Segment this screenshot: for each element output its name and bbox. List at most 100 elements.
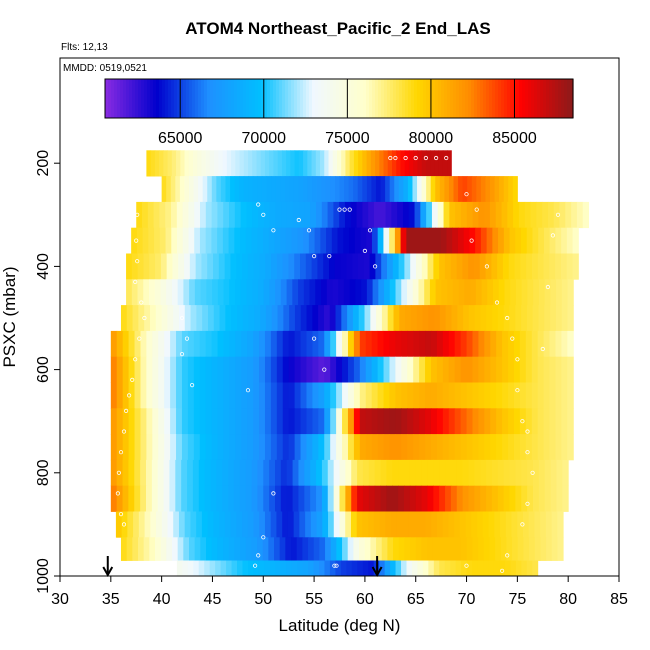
heatmap-cell bbox=[389, 382, 396, 409]
heatmap-cell bbox=[368, 511, 375, 538]
colorbar-segment bbox=[432, 79, 436, 118]
heatmap-cell bbox=[383, 434, 390, 461]
heatmap-cell bbox=[128, 459, 135, 487]
heatmap-cell bbox=[300, 382, 307, 409]
heatmap-cell bbox=[472, 356, 479, 383]
heatmap-cell bbox=[428, 305, 435, 332]
heatmap-cell bbox=[525, 382, 533, 409]
heatmap-cell bbox=[166, 279, 173, 306]
heatmap-cell bbox=[235, 408, 242, 435]
heatmap-cell bbox=[226, 560, 233, 577]
heatmap-cell bbox=[231, 150, 236, 177]
heatmap-cell bbox=[197, 150, 202, 177]
colorbar-segment bbox=[435, 79, 439, 118]
heatmap-cell bbox=[407, 176, 413, 203]
heatmap-cell bbox=[116, 459, 124, 487]
colorbar-segment bbox=[357, 79, 361, 118]
heatmap-cell bbox=[353, 176, 359, 203]
heatmap-cell bbox=[181, 382, 189, 409]
heatmap-cell bbox=[300, 305, 308, 332]
heatmap-cell bbox=[275, 176, 281, 203]
heatmap-cell bbox=[330, 408, 337, 435]
heatmap-cell bbox=[241, 330, 248, 358]
heatmap-cell bbox=[567, 408, 574, 435]
heatmap-cell bbox=[222, 459, 229, 487]
data-point bbox=[520, 522, 525, 527]
colorbar-segment bbox=[363, 79, 367, 118]
heatmap-cell bbox=[292, 485, 299, 512]
heatmap-cell bbox=[222, 227, 230, 254]
heatmap-cell bbox=[163, 150, 169, 177]
heatmap-cell bbox=[531, 434, 539, 461]
heatmap-cell bbox=[157, 459, 165, 487]
heatmap-cell bbox=[199, 356, 207, 383]
heatmap-cell bbox=[413, 356, 420, 383]
heatmap-cell bbox=[347, 305, 354, 332]
heatmap-cell bbox=[116, 356, 124, 383]
heatmap-cell bbox=[526, 560, 533, 577]
heatmap-cell bbox=[456, 253, 463, 280]
heatmap-cell bbox=[485, 176, 491, 203]
heatmap-cell bbox=[194, 279, 202, 306]
heatmap-cell bbox=[347, 434, 355, 461]
heatmap-cell bbox=[567, 382, 574, 409]
data-point bbox=[332, 563, 337, 568]
heatmap-cell bbox=[556, 459, 563, 487]
colorbar-segment bbox=[129, 79, 133, 118]
heatmap-cell bbox=[366, 227, 373, 254]
heatmap-cell bbox=[475, 227, 482, 254]
colorbar-segment bbox=[156, 79, 160, 118]
heatmap-cell bbox=[213, 511, 220, 538]
colorbar-segment bbox=[147, 79, 151, 118]
x-tick-label: 55 bbox=[305, 591, 323, 608]
heatmap-cell bbox=[364, 537, 371, 561]
heatmap-cell bbox=[177, 279, 184, 306]
heatmap-cell bbox=[336, 382, 343, 409]
colorbar-segment bbox=[423, 79, 427, 118]
colorbar-segment bbox=[468, 79, 472, 118]
heatmap-cell bbox=[329, 560, 336, 577]
heatmap-cell bbox=[311, 150, 317, 177]
heatmap-cell bbox=[280, 485, 288, 512]
colorbar-segment bbox=[483, 79, 487, 118]
colorbar-segment bbox=[222, 79, 226, 118]
data-point bbox=[113, 537, 119, 543]
heatmap-cell bbox=[380, 176, 386, 203]
data-point bbox=[362, 248, 367, 253]
heatmap-cell bbox=[128, 434, 136, 461]
heatmap-cell bbox=[166, 537, 173, 561]
heatmap-cell bbox=[392, 150, 397, 177]
heatmap-cell bbox=[365, 382, 373, 409]
heatmap-cell bbox=[371, 330, 379, 358]
heatmap-cell bbox=[312, 434, 319, 461]
heatmap-cell bbox=[275, 459, 282, 487]
heatmap-cell bbox=[550, 279, 557, 306]
heatmap-cell bbox=[406, 227, 413, 254]
colorbar-segment bbox=[204, 79, 208, 118]
heatmap-cell bbox=[525, 356, 533, 383]
heatmap-cell bbox=[312, 305, 319, 332]
heatmap-cell bbox=[525, 434, 533, 461]
heatmap-cell bbox=[136, 227, 144, 254]
data-point bbox=[271, 228, 276, 233]
heatmap-cell bbox=[478, 356, 485, 383]
heatmap-cell bbox=[394, 227, 402, 254]
heatmap-cell bbox=[455, 560, 462, 577]
heatmap-cell bbox=[531, 253, 539, 280]
heatmap-cell bbox=[543, 382, 551, 409]
heatmap-cell bbox=[352, 305, 360, 332]
heatmap-cell bbox=[532, 227, 539, 254]
heatmap-cell bbox=[142, 201, 149, 229]
heatmap-cell bbox=[375, 176, 382, 203]
heatmap-cell bbox=[371, 434, 379, 461]
heatmap-cell bbox=[381, 305, 389, 332]
heatmap-cell bbox=[436, 356, 444, 383]
colorbar-segment bbox=[570, 79, 574, 118]
heatmap-cell bbox=[364, 305, 371, 332]
heatmap-cell bbox=[247, 253, 255, 280]
heatmap-cell bbox=[188, 227, 195, 254]
arrow-head bbox=[102, 566, 114, 578]
heatmap-cell bbox=[202, 305, 209, 332]
heatmap-cell bbox=[194, 537, 201, 561]
heatmap-cell bbox=[538, 279, 546, 306]
